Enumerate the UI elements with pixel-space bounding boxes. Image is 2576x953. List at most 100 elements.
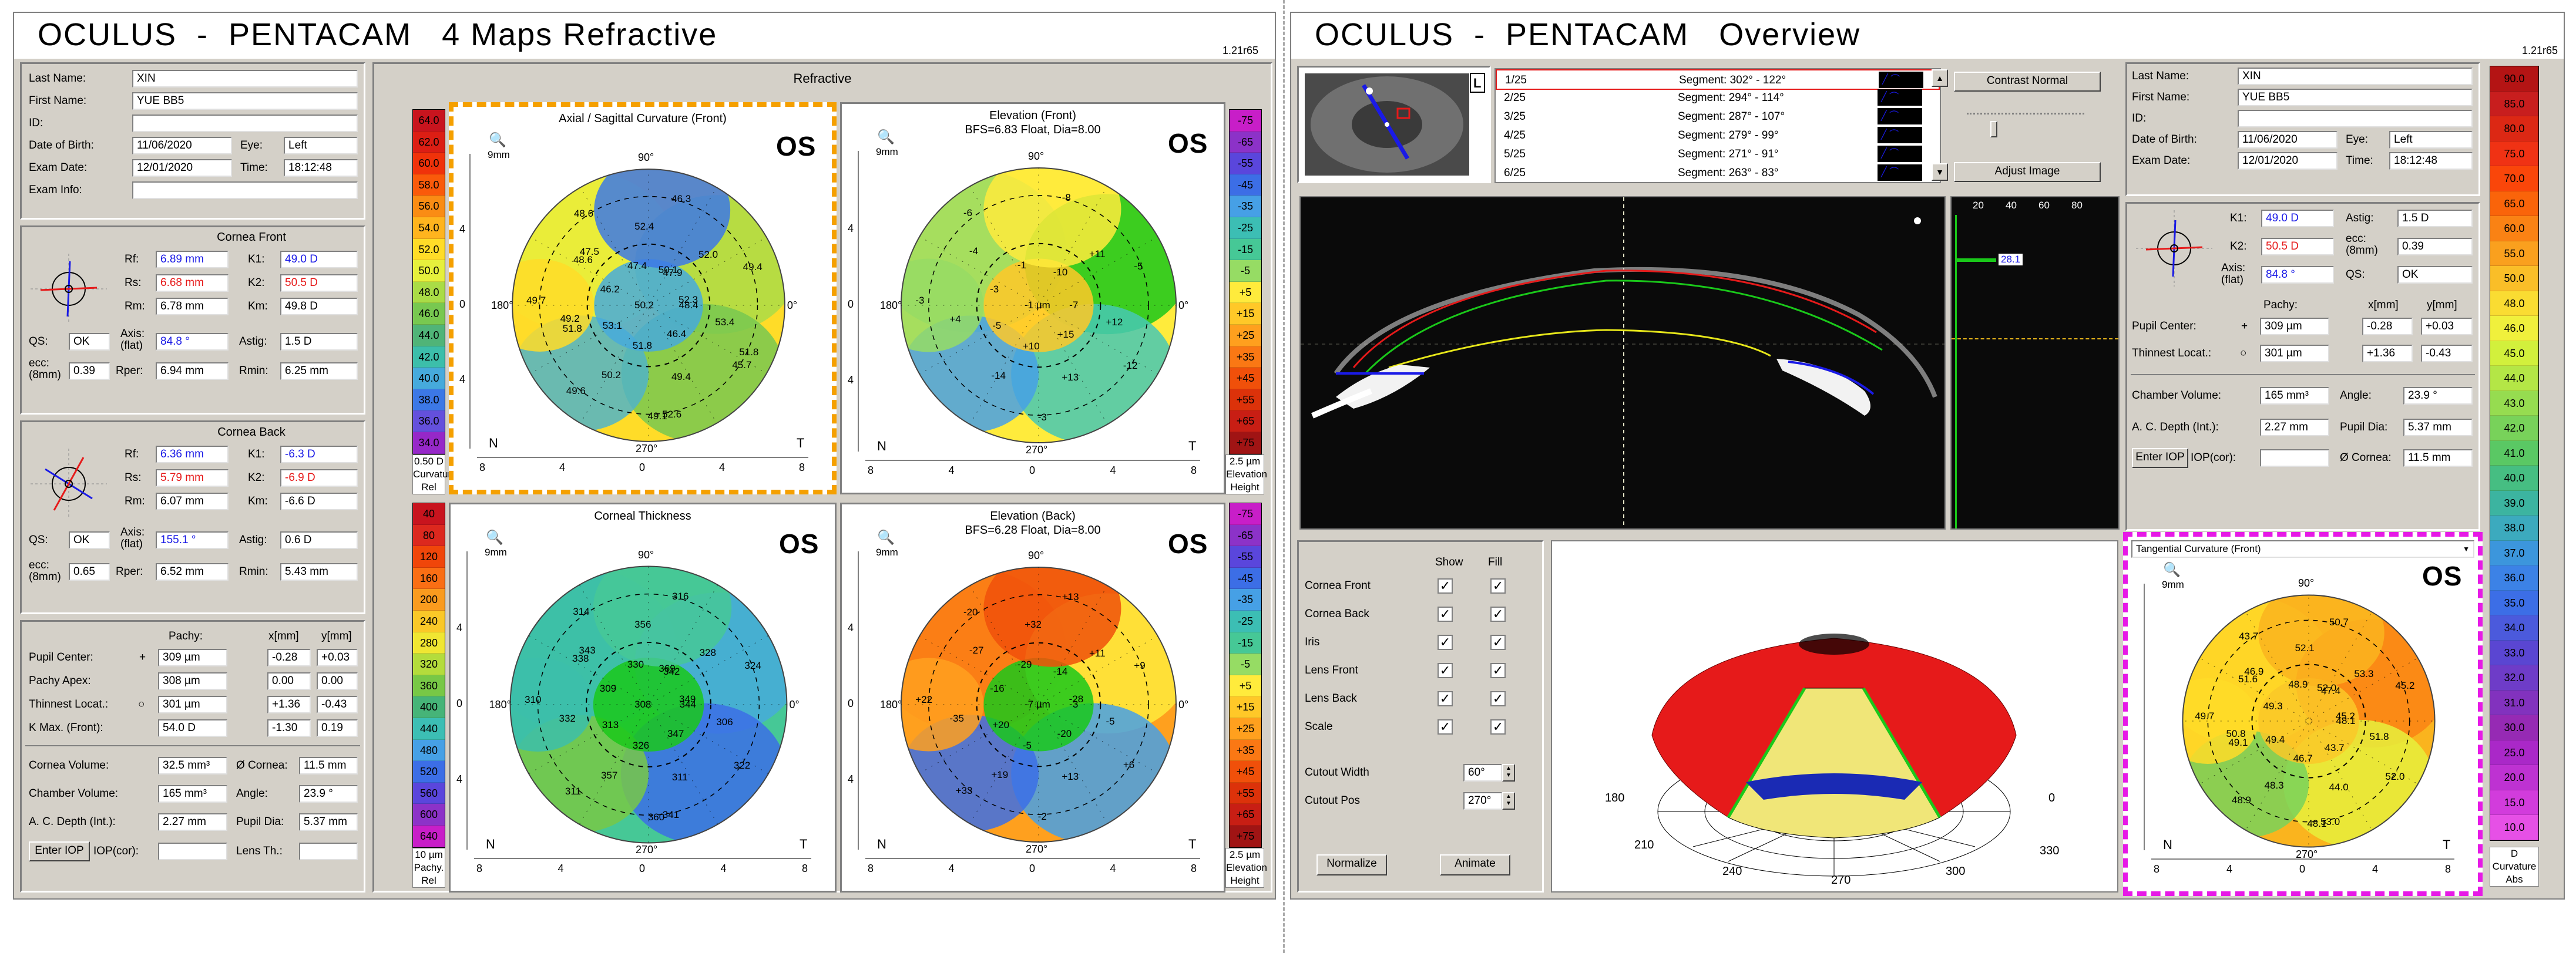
r-dob-field[interactable]: 11/06/2020 bbox=[2238, 131, 2337, 149]
scale-step: 360 bbox=[413, 675, 445, 697]
model-angle-label: 240 bbox=[1722, 865, 1742, 878]
exam-date-field[interactable]: 12/01/2020 bbox=[132, 159, 232, 177]
fill-checkbox[interactable]: ✓ bbox=[1490, 578, 1506, 594]
cutout-pos-field[interactable]: 270° bbox=[1463, 792, 1502, 810]
animate-button[interactable]: Animate bbox=[1440, 854, 1510, 875]
contrast-slider[interactable] bbox=[1967, 113, 2084, 115]
show-checkbox[interactable]: ✓ bbox=[1438, 719, 1453, 735]
axial-curvature-map[interactable]: Axial / Sagittal Curvature (Front) OS 🔍 9mm… bbox=[449, 102, 837, 494]
map-value: 47.4 bbox=[2321, 685, 2341, 696]
corneal-thickness-map[interactable]: Corneal Thickness OS 🔍 9mm 90° 270° 0° 180° N T 8 4… bbox=[449, 503, 837, 893]
last-name-field[interactable]: XIN bbox=[132, 70, 358, 87]
segment-row[interactable]: 3/25 Segment: 287° - 107° ╱ ⌒ bbox=[1496, 107, 1940, 127]
dob-field[interactable]: 11/06/2020 bbox=[132, 137, 232, 154]
elevation-back-map[interactable]: Elevation (Back) BFS=6.28 Float, Dia=8.00… bbox=[840, 503, 1225, 893]
curvature-foot2: Rel bbox=[421, 481, 436, 493]
map-value: 49.1 bbox=[647, 410, 667, 422]
map-value: 49.2 bbox=[560, 313, 580, 325]
show-checkbox[interactable]: ✓ bbox=[1438, 691, 1453, 706]
map-value: 51.8 bbox=[562, 323, 582, 335]
adjust-image-button[interactable]: Adjust Image bbox=[1954, 162, 2101, 182]
show-header: Show bbox=[1435, 556, 1463, 568]
r-last-name-field[interactable]: XIN bbox=[2238, 68, 2473, 85]
map-value: -20 bbox=[1057, 728, 1072, 739]
map-value: -29 bbox=[1017, 659, 1032, 671]
3d-eye-model[interactable]: 180 0 210 330 240 300 270 bbox=[1551, 540, 2118, 893]
list-scroll-down-button[interactable]: ▼ bbox=[1932, 163, 1948, 181]
fill-checkbox[interactable]: ✓ bbox=[1490, 691, 1506, 706]
pupil-x: -0.28 bbox=[267, 649, 311, 666]
fill-checkbox[interactable]: ✓ bbox=[1490, 719, 1506, 735]
exam-date-label: Exam Date: bbox=[29, 161, 88, 174]
exam-info-field[interactable] bbox=[132, 181, 358, 199]
back-rper-label: Rper: bbox=[116, 565, 143, 578]
back-ecc-value: 0.65 bbox=[69, 563, 110, 581]
elevation-front-map[interactable]: Elevation (Front) BFS=6.83 Float, Dia=8.0… bbox=[840, 102, 1225, 494]
front-km-value: 49.8 D bbox=[280, 298, 358, 315]
cutout-pos-spinner[interactable]: ▲ ▼ bbox=[1502, 792, 1515, 810]
contrast-normal-button[interactable]: Contrast Normal bbox=[1954, 72, 2101, 92]
scale-step: -25 bbox=[1230, 610, 1261, 632]
eye-field[interactable]: Left bbox=[284, 137, 358, 154]
map-title: Corneal Thickness bbox=[594, 510, 691, 523]
scale-step: 160 bbox=[413, 567, 445, 590]
show-checkbox[interactable]: ✓ bbox=[1438, 635, 1453, 650]
iop-cor-field[interactable] bbox=[158, 843, 227, 860]
first-name-field[interactable]: YUE BB5 bbox=[132, 92, 358, 110]
time-field[interactable]: 18:12:48 bbox=[284, 159, 358, 177]
back-axis-compass-icon bbox=[31, 449, 107, 519]
r-enter-iop-button[interactable]: Enter IOP bbox=[2132, 448, 2188, 468]
select-arrow-icon[interactable]: ▼ bbox=[2463, 545, 2470, 553]
r-exam-field[interactable]: 12/01/2020 bbox=[2238, 152, 2337, 170]
r-first-name-field[interactable]: YUE BB5 bbox=[2238, 89, 2473, 106]
map-value: -3 bbox=[990, 284, 999, 295]
scale-step: +35 bbox=[1230, 739, 1261, 762]
id-field[interactable] bbox=[132, 115, 358, 132]
normalize-button[interactable]: Normalize bbox=[1316, 854, 1387, 875]
show-checkbox[interactable]: ✓ bbox=[1438, 578, 1453, 594]
back-k2-value: -6.9 D bbox=[280, 469, 358, 487]
segment-row[interactable]: 1/25 Segment: 302° - 122° ╱ ⌒ bbox=[1496, 69, 1940, 90]
divider bbox=[25, 745, 360, 746]
fill-checkbox[interactable]: ✓ bbox=[1490, 663, 1506, 678]
front-rper-value: 6.94 mm bbox=[156, 362, 229, 380]
angle-0-label: 0° bbox=[1178, 699, 1189, 710]
fill-checkbox[interactable]: ✓ bbox=[1490, 635, 1506, 650]
r-eye-label: Eye: bbox=[2346, 133, 2369, 146]
fill-checkbox[interactable]: ✓ bbox=[1490, 607, 1506, 622]
angle-90-label: 90° bbox=[638, 151, 654, 164]
segment-row[interactable]: 5/25 Segment: 271° - 91° ╱ ⌒ bbox=[1496, 144, 1940, 165]
map-value: 316 bbox=[672, 590, 689, 602]
r-eye-field[interactable]: Left bbox=[2389, 131, 2473, 149]
show-checkbox[interactable]: ✓ bbox=[1438, 607, 1453, 622]
map-value: -16 bbox=[990, 683, 1005, 695]
map-value: 49.7 bbox=[526, 294, 546, 306]
kmax-label: K Max. (Front): bbox=[29, 722, 103, 734]
segment-row[interactable]: 2/25 Segment: 294° - 114° ╱ ⌒ bbox=[1496, 88, 1940, 109]
eye-thumbnail[interactable]: L bbox=[1299, 68, 1489, 181]
scheimpflug-image[interactable] bbox=[1299, 196, 1946, 530]
list-scroll-up-button[interactable]: ▲ bbox=[1932, 69, 1948, 87]
cutout-width-field[interactable]: 60° bbox=[1463, 764, 1502, 782]
r-id-field[interactable] bbox=[2238, 110, 2473, 127]
segment-list[interactable]: 1/25 Segment: 302° - 122° ╱ ⌒ 2/25 Segment: … bbox=[1494, 68, 1941, 183]
r-time-field[interactable]: 18:12:48 bbox=[2389, 152, 2473, 170]
r-iop-field[interactable] bbox=[2260, 449, 2329, 467]
tangential-curvature-map[interactable]: OS 🔍 9mm 90° 270° N T 8 4 0 4 8 48.1 46.9 48.1 47.4 50.8… bbox=[2123, 532, 2483, 896]
curvature-foot1: Curvature bbox=[413, 469, 457, 480]
enter-iop-button[interactable]: Enter IOP bbox=[29, 841, 90, 861]
angle-270-label: 270° bbox=[2296, 848, 2318, 860]
show-checkbox[interactable]: ✓ bbox=[1438, 663, 1453, 678]
y-tick: 0 bbox=[459, 298, 466, 310]
scale-step: -45 bbox=[1230, 174, 1261, 196]
contrast-slider-thumb[interactable] bbox=[1990, 121, 1997, 137]
segment-row[interactable]: 6/25 Segment: 263° - 83° ╱ ⌒ bbox=[1496, 163, 1940, 184]
segment-row[interactable]: 4/25 Segment: 279° - 99° ╱ ⌒ bbox=[1496, 126, 1940, 146]
map-value: -10 bbox=[1053, 267, 1068, 278]
lens-th-field bbox=[299, 843, 358, 860]
pachy-foot2: Rel bbox=[421, 875, 436, 886]
x-tick: 8 bbox=[868, 464, 874, 476]
cutout-width-spinner[interactable]: ▲ ▼ bbox=[1502, 764, 1515, 782]
elev-foot2: Height bbox=[1230, 875, 1260, 886]
map-type-select[interactable]: Tangential Curvature (Front) ▼ bbox=[2131, 540, 2474, 558]
